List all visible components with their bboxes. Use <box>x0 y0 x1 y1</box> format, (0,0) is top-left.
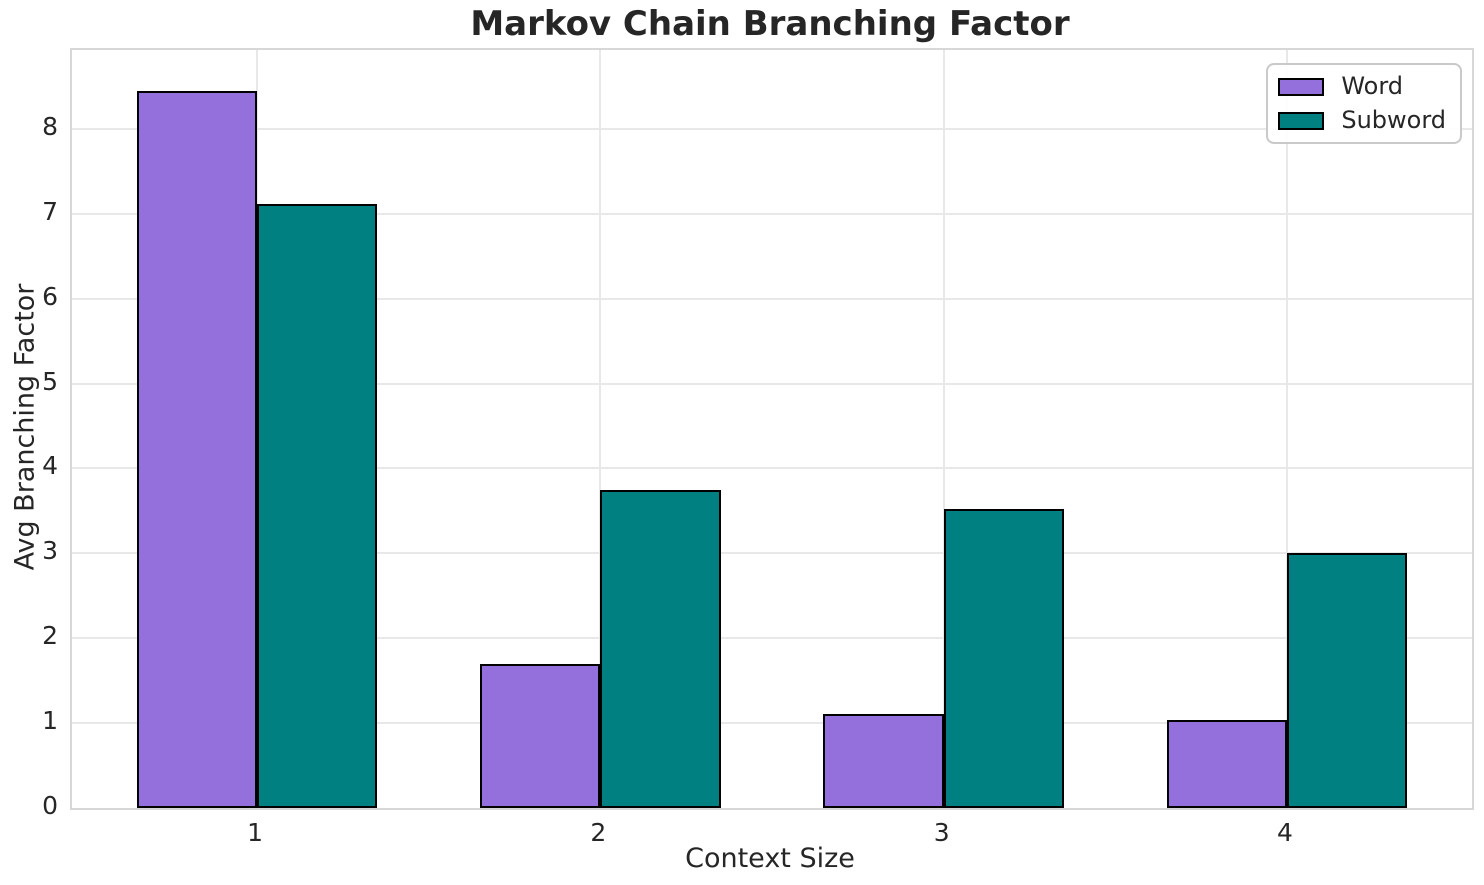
y-tick-label-2: 2 <box>42 621 58 651</box>
gridline-y-6 <box>72 297 1472 300</box>
bar-word-1 <box>136 90 258 808</box>
bar-subword-1 <box>257 203 378 808</box>
legend-item-subword: Subword <box>1278 106 1446 135</box>
y-tick-label-0: 0 <box>42 791 58 820</box>
legend-item-word: Word <box>1278 72 1446 101</box>
chart-title: Markov Chain Branching Factor <box>470 4 1070 44</box>
plot-area: Word Subword <box>70 48 1474 810</box>
y-tick-label-5: 5 <box>42 366 58 396</box>
x-tick-label-1: 1 <box>247 818 263 847</box>
gridline-y-8 <box>72 127 1472 130</box>
y-tick-label-6: 6 <box>42 281 58 311</box>
legend: Word Subword <box>1266 63 1462 144</box>
word-swatch-icon <box>1278 77 1325 96</box>
bar-subword-4 <box>1286 553 1408 808</box>
gridline-y-3 <box>72 552 1472 555</box>
y-tick-label-4: 4 <box>42 451 58 481</box>
bar-word-3 <box>823 713 944 808</box>
bar-subword-3 <box>943 509 1064 808</box>
subword-swatch-icon <box>1278 111 1325 130</box>
legend-label-subword: Subword <box>1341 106 1446 134</box>
gridline-y-1 <box>72 722 1472 725</box>
gridline-y-7 <box>72 212 1472 215</box>
gridline-y-5 <box>72 382 1472 385</box>
y-tick-label-8: 8 <box>42 111 58 141</box>
bar-subword-2 <box>600 489 721 808</box>
legend-label-word: Word <box>1341 72 1404 100</box>
y-tick-label-1: 1 <box>42 706 58 736</box>
gridline-x-4 <box>1285 50 1288 808</box>
y-tick-label-3: 3 <box>42 536 58 566</box>
gridline-x-3 <box>942 50 945 808</box>
gridline-y-2 <box>72 637 1472 640</box>
bar-word-4 <box>1166 719 1287 808</box>
y-axis-label: Avg Branching Factor <box>9 283 41 571</box>
x-axis-label: Context Size <box>685 843 855 874</box>
x-tick-label-2: 2 <box>590 818 607 847</box>
x-tick-label-3: 3 <box>933 818 950 847</box>
bar-word-2 <box>480 663 601 808</box>
gridline-x-2 <box>599 50 602 808</box>
x-tick-label-4: 4 <box>1277 818 1293 847</box>
gridline-y-4 <box>72 467 1472 470</box>
y-tick-label-7: 7 <box>42 196 58 226</box>
